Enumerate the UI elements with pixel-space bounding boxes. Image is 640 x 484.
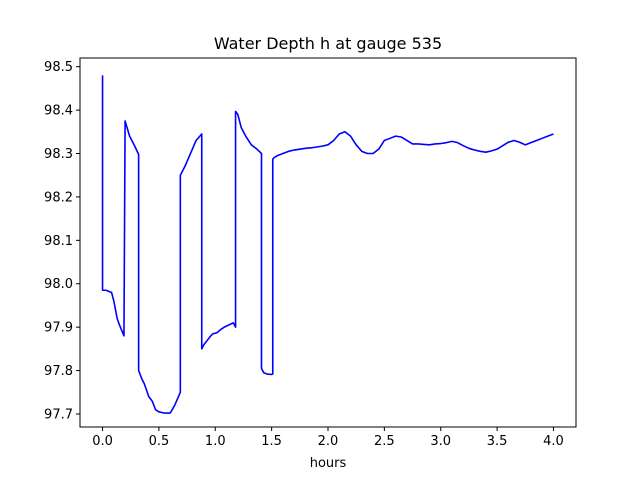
y-tick-label: 97.7 [44,407,73,422]
plot-frame [79,57,577,428]
y-tick-label: 97.8 [44,364,73,379]
x-tick-label: 3.5 [487,434,508,449]
y-tick-label: 98.2 [44,190,73,205]
x-tick-label: 0.0 [92,434,113,449]
y-axis: 97.7 97.8 97.9 98.0 98.1 98.2 98.3 98.4 98.5 [44,60,80,422]
plot-area [101,75,554,414]
x-tick-label: 4.0 [543,434,564,449]
x-tick-label: 0.5 [149,434,170,449]
x-tick-label: 2.5 [374,434,395,449]
y-tick-label: 98.1 [44,234,73,249]
y-tick-label: 98.0 [44,277,73,292]
series-line-h [101,75,554,414]
chart-title: Water Depth h at gauge 535 [214,34,442,53]
x-tick-label: 2.0 [318,434,339,449]
x-axis-label: hours [310,456,347,471]
y-tick-label: 98.4 [44,104,73,119]
y-tick-label: 98.5 [44,60,73,75]
x-tick-label: 3.0 [430,434,451,449]
y-tick-label: 97.9 [44,321,73,336]
x-tick-label: 1.0 [205,434,226,449]
y-tick-label: 98.3 [44,147,73,162]
x-axis: 0.0 0.5 1.0 1.5 2.0 2.5 3.0 3.5 4.0 [92,427,564,449]
x-tick-label: 1.5 [261,434,282,449]
